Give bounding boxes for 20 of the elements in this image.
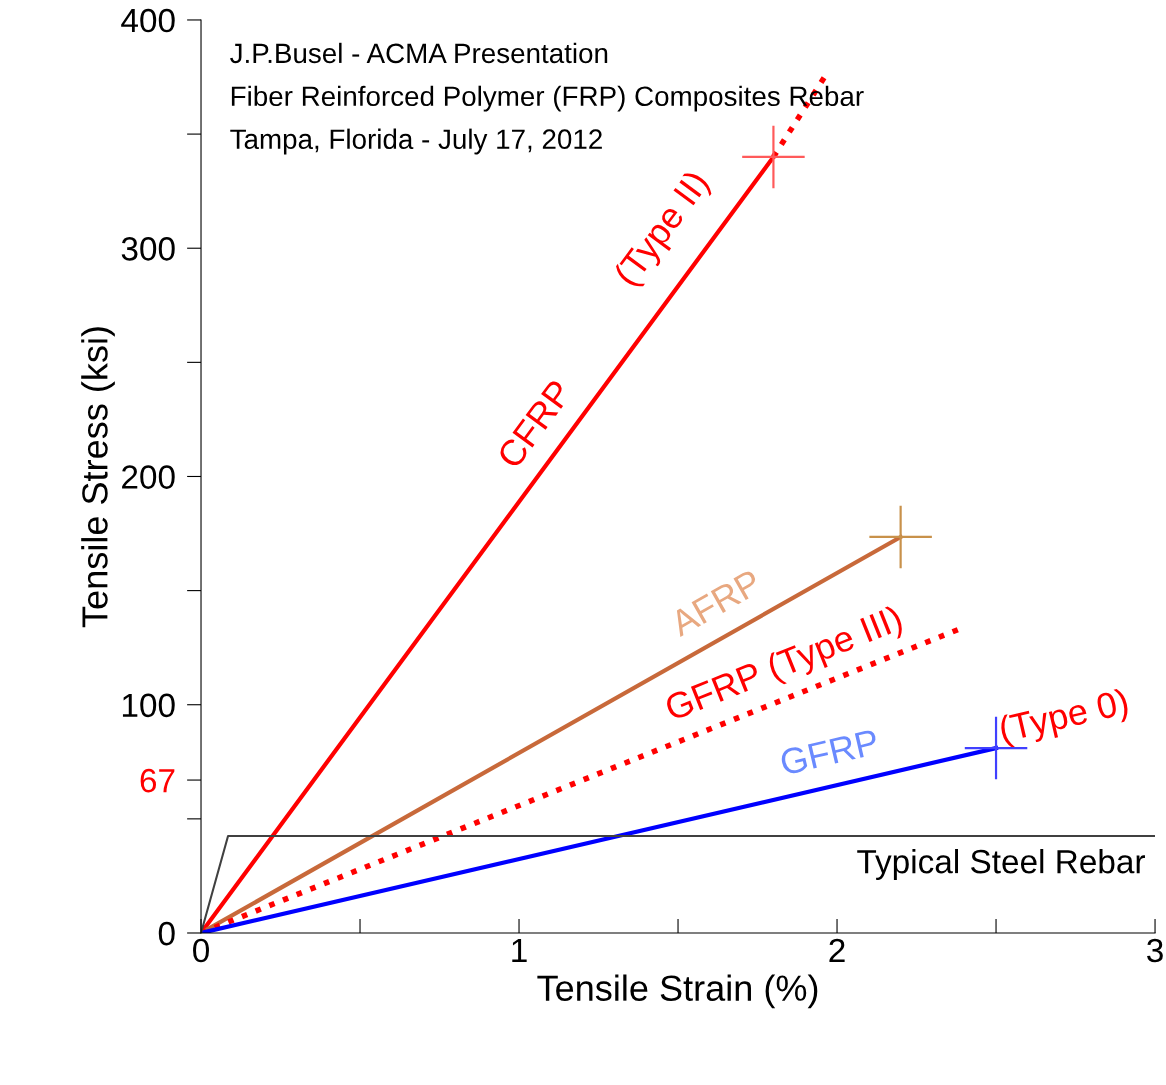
x-tick-label: 3 <box>1147 938 1163 963</box>
text: GFRP <box>779 728 880 776</box>
x-tick-label: 2 <box>829 938 845 963</box>
y-tick-label: 200 <box>122 465 175 489</box>
x-tick-label: 1 <box>512 939 527 963</box>
point <box>742 125 805 189</box>
annotation: Fiber Reinforced Polymer (FRP) Composites Rebar <box>231 85 864 112</box>
y-tick-label: 0 <box>158 921 175 946</box>
point <box>869 505 932 569</box>
y-tick-label: 300 <box>121 237 175 261</box>
y-axis-title: Tensile Stress (ksi) <box>81 327 115 628</box>
x-tick-label: 0 <box>193 938 209 963</box>
x-axis-title: Tensile Strain (%) <box>537 974 818 1009</box>
annotation: Tampa, Florida - July 17, 2012 <box>230 128 602 155</box>
annotation: J.P.Busel - ACMA Presentation <box>230 42 608 64</box>
annotation: (Type 0) <box>998 687 1131 750</box>
annotation: Typical Steel Rebar <box>857 848 1145 881</box>
y-tick-label: 400 <box>121 8 175 33</box>
y-tick-label: 67 <box>140 768 175 793</box>
y-tick-label: 100 <box>122 693 175 718</box>
